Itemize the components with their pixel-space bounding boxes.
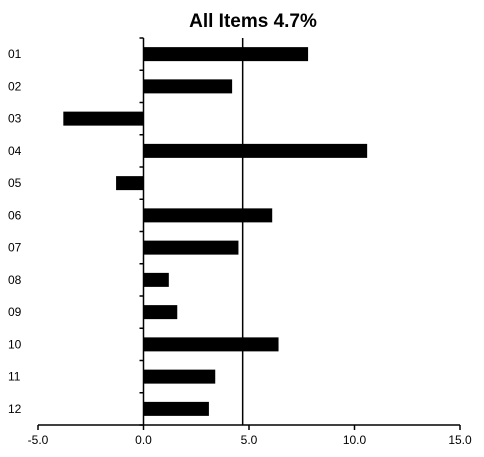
category-label-08: 08 [8,273,22,287]
category-label-09: 09 [8,305,22,319]
y-axis [139,37,145,426]
bar-11 [143,369,216,384]
category-label-04: 04 [8,144,22,158]
category-label-01: 01 [8,47,22,61]
bar-09 [143,305,178,320]
x-tick-label: 15.0 [448,433,472,447]
x-tick-label: 0.0 [135,433,152,447]
category-label-12: 12 [8,402,22,416]
x-tick-label: 10.0 [343,433,367,447]
bar-08 [143,272,169,287]
bar-10 [143,337,279,352]
category-label-02: 02 [8,79,22,93]
x-tick-label: 5.0 [241,433,258,447]
category-label-07: 07 [8,241,22,255]
bar-12 [143,401,209,416]
category-label-05: 05 [8,176,22,190]
category-label-06: 06 [8,208,22,222]
bar-05 [116,176,144,191]
bar-02 [143,79,233,94]
bar-06 [143,208,273,223]
x-tick-label: -5.0 [28,433,49,447]
category-labels: 01 02 03 04 05 06 07 08 09 10 11 12 [8,47,22,416]
bar-03 [63,111,144,126]
bar-07 [143,240,239,255]
x-axis: -5.0 0.0 5.0 10.0 15.0 [28,424,472,447]
category-label-10: 10 [8,337,22,351]
category-label-03: 03 [8,112,22,126]
bar-01 [143,47,309,62]
chart-title: All Items 4.7% [189,11,317,32]
bars-group [63,47,368,416]
category-label-11: 11 [8,370,21,384]
bar-04 [143,143,368,158]
